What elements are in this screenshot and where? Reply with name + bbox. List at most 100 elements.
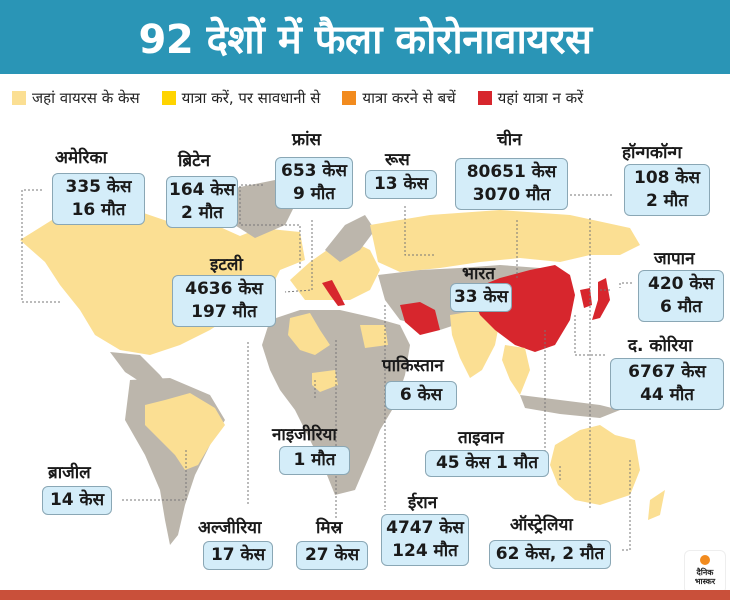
logo-line1: दैनिक (696, 568, 714, 577)
new-zealand-shape (648, 490, 665, 520)
sun-dot-icon (700, 555, 710, 565)
north-america-shape (20, 205, 305, 355)
box-italy: 4636 केस 197 मौत (172, 275, 276, 327)
box-taiwan: 45 केस 1 मौत (425, 450, 549, 477)
legend-label: यात्रा करें, पर सावधानी से (181, 89, 321, 107)
label-egypt: मिस्र (316, 518, 343, 538)
deaths-iran: 124 मौत (392, 541, 458, 561)
label-pakistan: पाकिस्तान (382, 356, 444, 376)
brazil-shape (145, 393, 225, 470)
world-map (20, 180, 665, 551)
deaths-skorea: 44 मौत (640, 385, 694, 405)
legend-swatch-cases (12, 91, 26, 105)
southeast-asia-shape (502, 345, 530, 395)
box-china: 80651 केस 3070 मौत (455, 158, 568, 210)
deaths-italy: 197 मौत (191, 302, 257, 322)
label-japan: जापान (654, 249, 695, 269)
label-algeria: अल्जीरिया (198, 518, 262, 538)
cases-russia: 13 केस (373, 174, 429, 194)
legend-swatch-caution (161, 91, 176, 105)
legend: जहां वायरस के केस यात्रा करें, पर सावधान… (12, 86, 722, 110)
legend-item-no-travel: यहां यात्रा न करें (477, 88, 584, 108)
label-india: भारत (462, 264, 495, 284)
deaths-hongkong: 2 मौत (645, 191, 688, 211)
deaths-uk: 2 मौत (180, 203, 223, 223)
iran-shape (400, 302, 440, 335)
box-usa: 335 केस 16 मौत (52, 173, 145, 225)
box-iran: 4747 केस 124 मौत (381, 514, 469, 566)
box-uk: 164 केस 2 मौत (166, 176, 238, 228)
legend-item-cases: जहां वायरस के केस (12, 88, 140, 108)
box-brazil: 14 केस (42, 486, 112, 515)
label-australia: ऑस्ट्रेलिया (510, 515, 573, 535)
label-iran: ईरान (408, 493, 438, 513)
label-taiwan: ताइवान (458, 428, 504, 448)
cases-taiwan: 45 केस 1 मौत (435, 453, 539, 473)
label-nigeria: नाइजीरिया (272, 425, 337, 445)
box-algeria: 17 केस (203, 541, 273, 570)
cases-skorea: 6767 केस (628, 362, 706, 382)
egypt-shape (360, 325, 388, 348)
label-hongkong: हॉन्गकॉन्ग (622, 143, 682, 163)
label-france: फ्रांस (292, 130, 322, 150)
label-usa: अमेरिका (55, 148, 107, 168)
box-hongkong: 108 केस 2 मौत (624, 164, 710, 216)
australia-shape (550, 425, 640, 505)
cases-japan: 420 केस (648, 274, 714, 294)
deaths-france: 9 मौत (292, 184, 335, 204)
label-uk: ब्रिटेन (178, 151, 211, 171)
legend-label: यात्रा करने से बचें (362, 89, 456, 107)
box-egypt: 27 केस (296, 541, 368, 570)
box-nigeria: 1 मौत (279, 446, 350, 475)
box-skorea: 6767 केस 44 मौत (610, 358, 724, 410)
italy-shape (322, 280, 345, 306)
cases-egypt: 27 केस (304, 545, 360, 565)
legend-swatch-avoid (342, 91, 357, 105)
box-france: 653 केस 9 मौत (275, 157, 353, 209)
deaths-china: 3070 मौत (472, 185, 551, 205)
dainik-bhaskar-logo: दैनिक भास्कर (684, 550, 726, 594)
legend-item-caution: यात्रा करें, पर सावधानी से (161, 88, 321, 108)
korea-shape (580, 288, 592, 308)
legend-swatch-no-travel (477, 91, 492, 105)
deaths-usa: 16 मौत (71, 200, 126, 220)
russia-shape (370, 210, 640, 272)
legend-label: यहां यात्रा न करें (497, 89, 584, 107)
scandinavia-shape (325, 215, 375, 262)
box-australia: 62 केस, 2 मौत (489, 540, 611, 569)
cases-brazil: 14 केस (49, 490, 105, 510)
cases-china: 80651 केस (466, 162, 557, 182)
india-shape (450, 310, 500, 378)
cases-algeria: 17 केस (210, 545, 266, 565)
japan-shape (592, 278, 610, 320)
cases-pakistan: 6 केस (399, 385, 443, 405)
africa-shape (262, 310, 410, 495)
cases-france: 653 केस (281, 161, 347, 181)
label-china: चीन (497, 130, 522, 150)
page-title: 92 देशों में फैला कोरोनावायरस (138, 16, 592, 63)
algeria-shape (288, 313, 330, 355)
cases-usa: 335 केस (65, 177, 132, 197)
cases-australia: 62 केस, 2 मौत (495, 544, 605, 564)
label-skorea: द. कोरिया (628, 336, 693, 356)
legend-label: जहां वायरस के केस (32, 89, 140, 107)
leader-lines (21, 184, 632, 551)
cases-italy: 4636 केस (185, 279, 263, 299)
cases-iran: 4747 केस (386, 518, 464, 538)
legend-item-avoid: यात्रा करने से बचें (342, 88, 456, 108)
deaths-nigeria: 1 मौत (293, 450, 336, 470)
indonesia-shape (520, 395, 620, 418)
logo-line2: भास्कर (694, 577, 716, 586)
box-russia: 13 केस (365, 170, 437, 199)
cases-hongkong: 108 केस (634, 168, 700, 188)
label-brazil: ब्राजील (48, 463, 91, 483)
header-banner: 92 देशों में फैला कोरोनावायरस (0, 0, 730, 74)
deaths-japan: 6 मौत (659, 297, 702, 317)
cases-india: 33 केस (453, 287, 509, 307)
box-pakistan: 6 केस (385, 381, 457, 410)
cases-uk: 164 केस (169, 180, 235, 200)
box-japan: 420 केस 6 मौत (638, 270, 724, 322)
label-russia: रूस (385, 150, 410, 170)
footer-bar (0, 590, 730, 600)
box-india: 33 केस (450, 283, 512, 312)
